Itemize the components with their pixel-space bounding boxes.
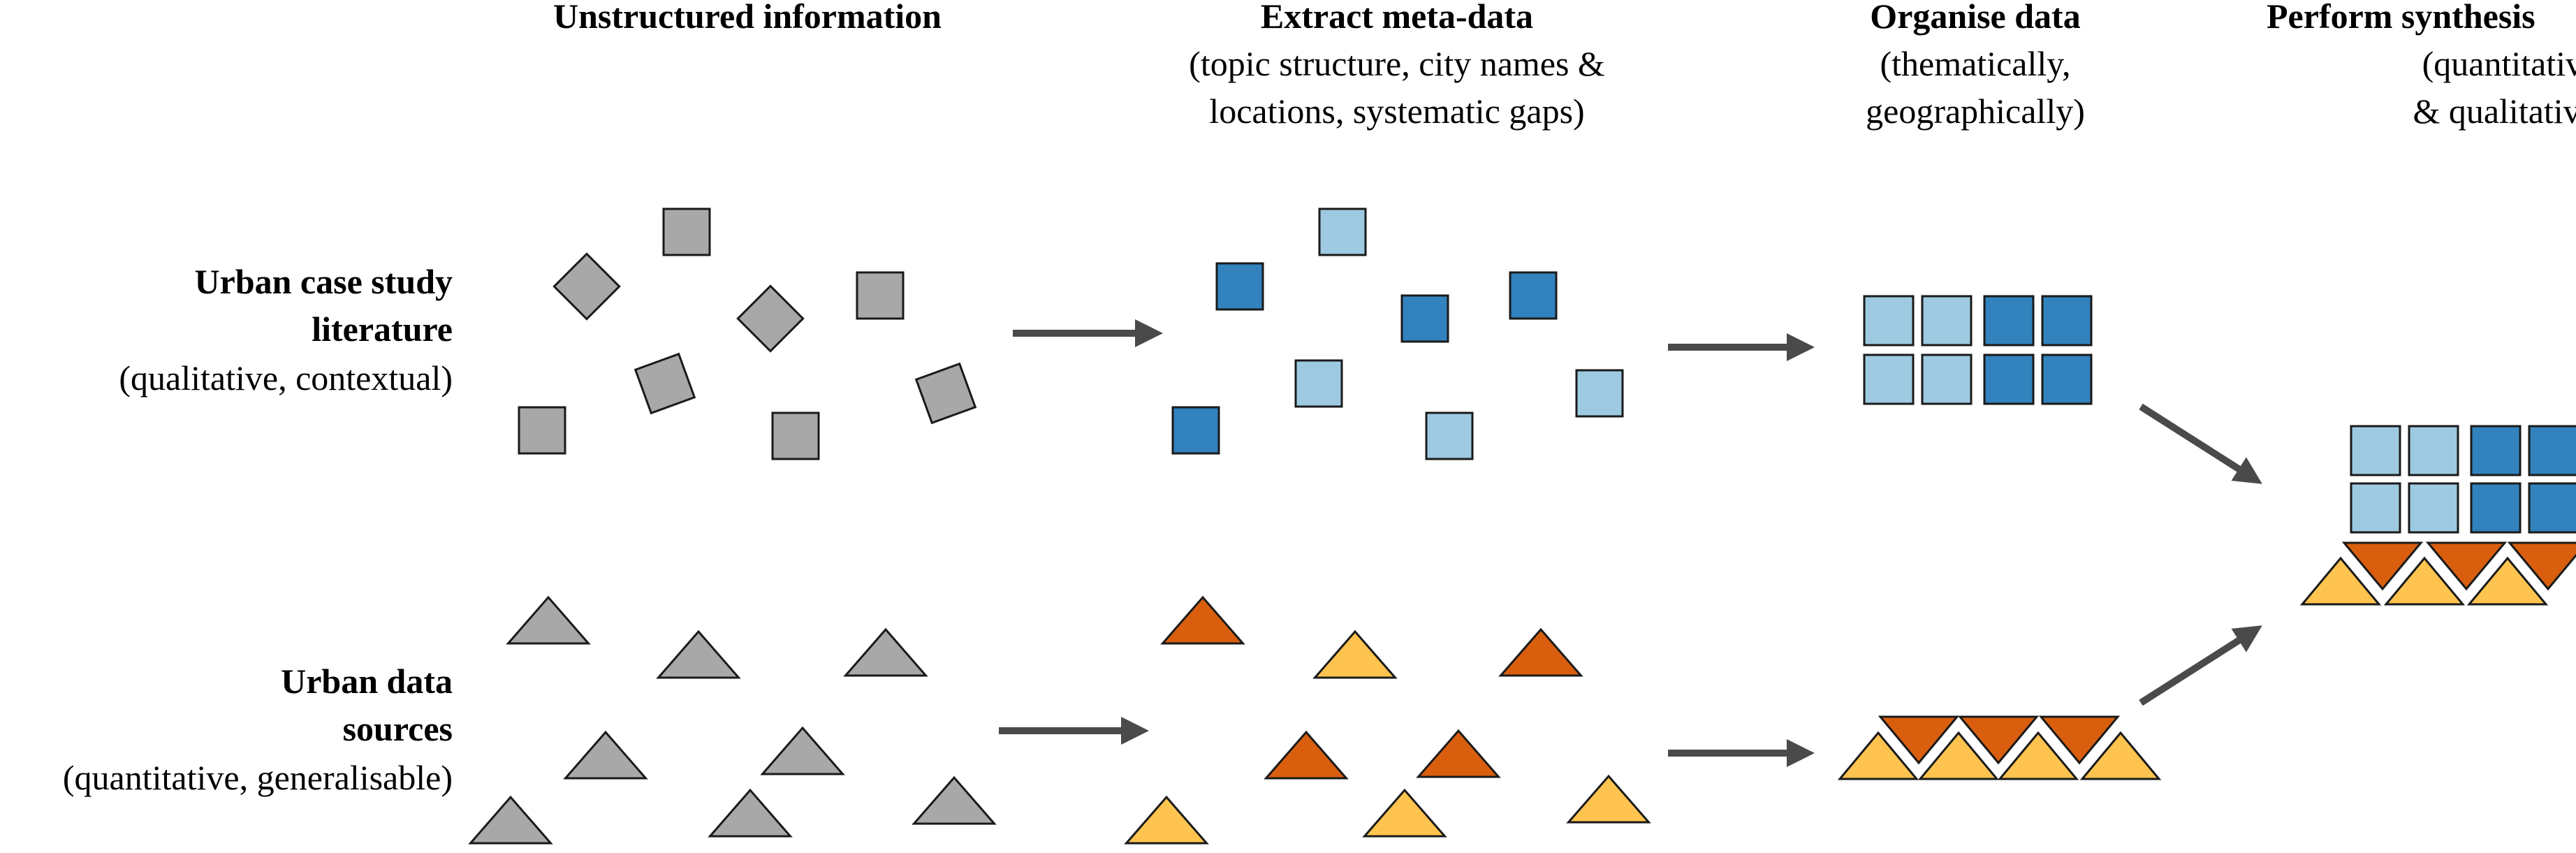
light-blue-square <box>2408 425 2459 476</box>
dark-orange-triangle <box>1160 595 1245 645</box>
light-orange-triangle <box>1917 731 2000 780</box>
dark-orange-triangle <box>1264 730 1349 780</box>
unstructured-shapes <box>468 207 997 845</box>
gray-square <box>662 207 711 256</box>
stage-subtitle-line: (thematically, <box>1880 44 2070 83</box>
light-blue-square <box>1863 295 1915 347</box>
gray-triangle <box>563 730 648 780</box>
stage-title: Extract meta-data <box>1261 0 1533 36</box>
gray-square <box>856 271 905 320</box>
dark-blue-square <box>2470 482 2522 534</box>
light-orange-triangle <box>1997 731 2079 780</box>
light-orange-triangle <box>2383 556 2466 606</box>
light-blue-square <box>1921 295 1973 347</box>
stage-header-extract: Extract meta-data (topic structure, city… <box>1189 0 1605 131</box>
dark-blue-square <box>2528 482 2576 534</box>
light-orange-triangle <box>1566 774 1651 824</box>
row-title-line: Urban data <box>281 662 453 701</box>
light-blue-square <box>1921 353 1973 405</box>
dark-blue-square <box>1509 271 1558 320</box>
extracted-shapes <box>1124 207 1651 845</box>
gray-square <box>518 406 566 455</box>
light-blue-square <box>1575 369 1624 418</box>
arrow-sources-synthesis <box>2139 625 2262 706</box>
dark-blue-square <box>2528 425 2576 476</box>
light-orange-triangle <box>1362 788 1447 838</box>
dark-orange-triangle <box>1878 715 1960 765</box>
stage-subtitle-line: (quantitative <box>2422 44 2576 83</box>
dark-blue-square <box>1400 294 1449 343</box>
flow-arrows <box>999 319 2262 767</box>
light-orange-triangle <box>2466 556 2549 606</box>
gray-triangle <box>656 629 741 679</box>
organised-shapes <box>1837 295 2162 780</box>
gray-triangle <box>912 775 997 825</box>
gray-square <box>552 252 621 321</box>
dark-blue-square <box>2041 295 2093 347</box>
dark-blue-square <box>1983 353 2035 405</box>
gray-triangle <box>506 595 591 645</box>
stage-title: Unstructured information <box>553 0 942 36</box>
gray-triangle <box>760 726 845 775</box>
light-orange-triangle <box>1124 795 1209 845</box>
dark-orange-triangle <box>2038 715 2121 765</box>
stage-subtitle-line: locations, systematic gaps) <box>1209 92 1584 131</box>
light-orange-triangle <box>2299 556 2382 606</box>
synthesis-shapes <box>2299 425 2576 606</box>
dark-blue-square <box>1171 406 1220 455</box>
light-blue-square <box>1318 207 1367 256</box>
gray-triangle <box>708 788 793 838</box>
light-orange-triangle <box>1312 629 1398 679</box>
dark-blue-square <box>2041 353 2093 405</box>
light-orange-triangle <box>1837 731 1919 780</box>
arrow-literature-synthesis <box>2139 403 2262 484</box>
row-label-literature: Urban case study literature (qualitative… <box>119 262 453 398</box>
stage-title: Perform synthesis <box>2267 0 2535 36</box>
row-subtitle: (qualitative, contextual) <box>119 358 453 398</box>
dark-orange-triangle <box>2425 541 2508 591</box>
light-blue-square <box>1863 353 1915 405</box>
dark-blue-square <box>1215 262 1264 311</box>
gray-square <box>771 411 820 460</box>
stage-subtitle-line: (topic structure, city names & <box>1189 44 1605 83</box>
stage-header-synthesis: Perform synthesis (quantitative & qualit… <box>2267 0 2576 131</box>
dark-orange-triangle <box>2507 541 2576 591</box>
light-blue-square <box>1294 359 1343 408</box>
dark-blue-square <box>2470 425 2522 476</box>
dark-orange-triangle <box>2341 541 2424 591</box>
light-blue-square <box>2350 425 2401 476</box>
dark-blue-square <box>1983 295 2035 347</box>
gray-triangle <box>468 795 553 845</box>
stage-header-unstructured: Unstructured information <box>553 0 942 36</box>
gray-square <box>634 352 696 415</box>
stage-subtitle-line: geographically) <box>1866 92 2085 131</box>
stage-header-organise: Organise data (thematically, geographica… <box>1866 0 2085 131</box>
gray-square <box>736 284 805 353</box>
stage-title: Organise data <box>1870 0 2080 36</box>
row-title-line: Urban case study <box>195 262 453 301</box>
row-subtitle: (quantitative, generalisable) <box>63 758 453 797</box>
row-title-line: literature <box>312 309 453 349</box>
gray-triangle <box>843 627 928 677</box>
light-orange-triangle <box>2079 731 2162 780</box>
light-blue-square <box>2350 482 2401 534</box>
dark-orange-triangle <box>1957 715 2040 765</box>
light-blue-square <box>2408 482 2459 534</box>
dark-orange-triangle <box>1416 729 1501 778</box>
dark-orange-triangle <box>1498 627 1583 677</box>
stage-subtitle-line: & qualitative) <box>2413 92 2576 131</box>
light-blue-square <box>1425 411 1474 460</box>
row-title-line: sources <box>343 709 453 748</box>
gray-square <box>914 362 977 425</box>
row-label-data-sources: Urban data sources (quantitative, genera… <box>63 662 453 797</box>
